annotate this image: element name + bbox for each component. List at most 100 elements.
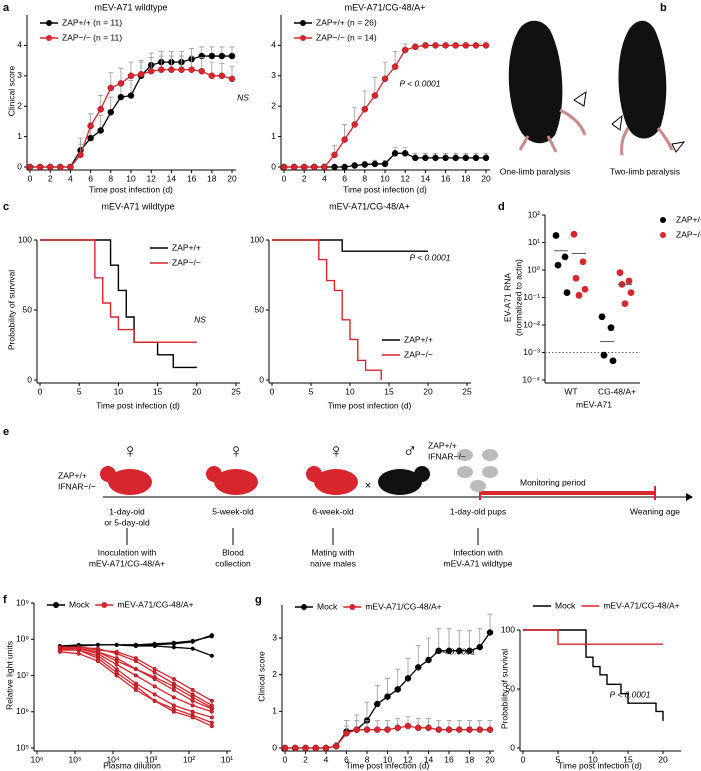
x-tick-label: 10¹ <box>221 754 233 764</box>
x-tick-label: 0 <box>521 754 526 764</box>
stage-event: Inoculation with <box>98 547 157 557</box>
stage-event: Infection with <box>453 547 503 557</box>
x-tick-label: 8 <box>362 173 367 183</box>
legend-label: Mock <box>555 600 576 610</box>
stage-event: Mating with <box>312 547 355 557</box>
point <box>394 724 401 732</box>
point <box>97 105 104 113</box>
point <box>361 105 369 113</box>
mother-genotype: ZAP+/+ <box>58 470 87 480</box>
x-tick-label: 0 <box>38 386 43 396</box>
point <box>343 730 350 737</box>
legend-label: ZAP−/− <box>676 229 701 239</box>
y-tick-label: 10⁰ <box>527 264 540 274</box>
legend-marker <box>300 20 306 26</box>
y-tick-label: 10⁵ <box>16 742 29 752</box>
point <box>171 703 176 708</box>
x-tick-label: 6 <box>342 173 347 183</box>
x-tick-label: 5 <box>556 754 561 764</box>
point <box>117 93 125 101</box>
point <box>209 709 214 714</box>
legend-label: Mock <box>69 599 90 609</box>
point <box>281 744 289 752</box>
point <box>171 695 176 700</box>
point <box>107 84 115 92</box>
point <box>333 742 340 750</box>
point <box>190 687 195 692</box>
point <box>171 676 176 682</box>
point <box>152 698 157 703</box>
chart-title: mEV-A71 wildtype <box>94 2 167 12</box>
x-tick-label: 18 <box>465 754 475 764</box>
point <box>404 722 412 730</box>
point <box>384 693 391 700</box>
panel-label: c <box>3 201 9 213</box>
point <box>198 67 205 75</box>
y-tick-label: 3 <box>17 70 22 80</box>
x-tick-label: 2 <box>302 173 307 183</box>
panel-label: e <box>3 426 9 438</box>
point <box>462 154 470 162</box>
y-tick-label: 50 <box>23 304 33 314</box>
x-axis-label: mEV-A71 <box>576 399 612 409</box>
x-tick-label: 14 <box>421 173 431 183</box>
error-bar <box>467 630 472 651</box>
point <box>114 649 119 654</box>
x-tick-label: CG-48/A+ <box>598 386 636 396</box>
x-tick-label: 10 <box>126 173 136 183</box>
point <box>171 684 176 689</box>
stage-event: Blood <box>222 547 244 557</box>
point <box>290 163 298 171</box>
y-tick-label: 4 <box>271 40 276 50</box>
point <box>208 72 216 80</box>
legend-label: ZAP+/+ <box>404 334 433 344</box>
survival-curve <box>272 239 428 252</box>
stage-event: collection <box>215 558 251 568</box>
stage-event: naïve males <box>310 558 356 568</box>
point <box>432 154 439 162</box>
point <box>322 744 330 752</box>
photo-caption: Two-limb paralysis <box>610 166 680 176</box>
point <box>391 150 399 157</box>
point <box>171 687 176 692</box>
y-tick-label: 10⁻³ <box>523 347 540 357</box>
point <box>114 662 119 667</box>
point <box>95 649 100 654</box>
x-tick-label: 15 <box>384 386 394 396</box>
x-tick-label: 12 <box>146 173 156 183</box>
x-tick-label: 25 <box>462 386 472 396</box>
point <box>190 709 195 714</box>
chart-title: mEV-A71/CG-48/A+ <box>329 201 410 211</box>
point <box>209 720 214 725</box>
x-axis-label: Plasma dilution <box>103 760 161 770</box>
point <box>107 109 115 116</box>
point <box>575 291 583 299</box>
legend-label: mEV-A71/CG-48/A+ <box>117 599 193 609</box>
legend-label: ZAP−/− (n = 14) <box>316 32 377 42</box>
point <box>209 698 214 703</box>
y-tick-label: 10⁶ <box>16 706 29 716</box>
legend-marker <box>46 35 52 41</box>
x-tick-label: 10⁵ <box>69 754 82 764</box>
annotation: P < 0.0001 <box>399 78 440 88</box>
point <box>486 629 494 636</box>
legend-marker <box>301 604 307 610</box>
point <box>415 664 422 671</box>
point <box>114 673 119 678</box>
annotation: P < 0.0001 <box>609 689 650 699</box>
point <box>331 163 338 171</box>
point <box>95 642 100 647</box>
y-tick-label: 2 <box>17 100 22 110</box>
point <box>381 160 389 168</box>
x-tick-label: 20 <box>192 386 202 396</box>
stage-time: Weaning age <box>630 506 680 516</box>
error-bar <box>436 628 442 651</box>
point <box>171 645 176 650</box>
survival-curve <box>523 629 663 645</box>
x-axis-label: Time post infection (d) <box>89 184 173 194</box>
point <box>554 261 562 269</box>
point <box>133 667 138 672</box>
timeline <box>103 486 693 545</box>
legend-marker <box>101 602 108 608</box>
x-tick-label: 6 <box>88 173 93 183</box>
